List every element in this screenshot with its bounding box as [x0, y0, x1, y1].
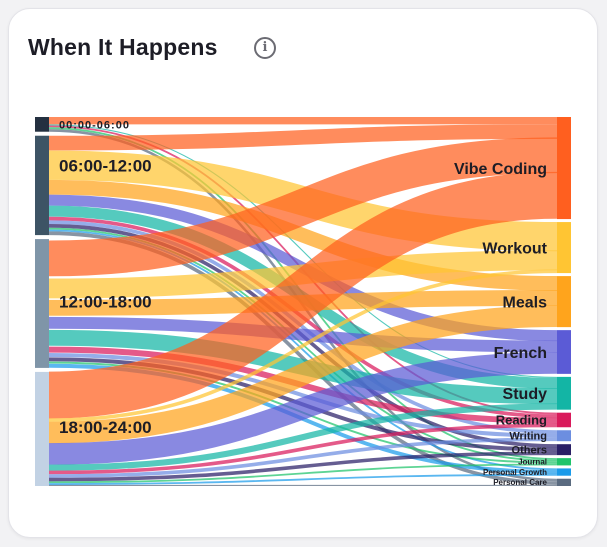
- link-18-00-24-00-to-vibe-coding: [48, 171, 558, 419]
- source-label-12-00-18-00: 12:00-18:00: [59, 293, 152, 312]
- link-18-00-24-00-to-personal-growth: [48, 473, 558, 485]
- link-18-00-24-00-to-writing: [48, 437, 558, 478]
- sankey-nodes: [35, 117, 571, 486]
- link-18-00-24-00-to-others: [48, 451, 558, 482]
- link-12-00-18-00-to-french: [48, 316, 558, 353]
- target-node-journal[interactable]: [557, 458, 571, 466]
- link-12-00-18-00-to-vibe-coding: [48, 137, 558, 277]
- target-node-vibe-coding[interactable]: [557, 117, 571, 220]
- link-18-00-24-00-to-study: [48, 403, 558, 471]
- target-node-personal-care[interactable]: [557, 478, 571, 486]
- target-node-personal-growth[interactable]: [557, 468, 571, 476]
- target-label-writing: Writing: [509, 431, 547, 443]
- source-node-18-00-24-00[interactable]: [35, 371, 49, 486]
- source-node-06-00-12-00[interactable]: [35, 135, 49, 236]
- link-18-00-24-00-to-meals: [48, 305, 558, 444]
- link-18-00-24-00-to-reading: [48, 423, 558, 475]
- link-18-00-24-00-to-journal: [48, 463, 558, 484]
- target-label-personal-care: Personal Care: [493, 478, 547, 487]
- sankey-labels: 00:00-06:00 06:00-12:00 12:00-18:00 18:00-2…: [59, 119, 548, 487]
- link-06-00-12-00-to-vibe-coding: [48, 124, 558, 151]
- target-label-journal: Journal: [518, 458, 547, 467]
- target-label-personal-growth: Personal Growth: [483, 468, 547, 477]
- sankey-links: [48, 116, 558, 487]
- target-node-others[interactable]: [557, 444, 571, 456]
- info-icon[interactable]: i: [254, 37, 276, 59]
- target-label-others: Others: [512, 445, 547, 457]
- target-node-french[interactable]: [557, 330, 571, 374]
- target-label-study: Study: [503, 386, 548, 403]
- target-label-reading: Reading: [496, 413, 547, 428]
- link-06-00-12-00-to-writing: [48, 220, 558, 434]
- source-label-18-00-24-00: 18:00-24:00: [59, 418, 152, 437]
- link-18-00-24-00-to-french: [48, 352, 558, 465]
- link-12-00-18-00-to-writing: [48, 353, 558, 438]
- target-label-vibe-coding: Vibe Coding: [454, 161, 547, 178]
- target-node-study[interactable]: [557, 376, 571, 410]
- target-label-meals: Meals: [503, 294, 548, 311]
- target-node-reading[interactable]: [557, 412, 571, 428]
- source-label-06-00-12-00: 06:00-12:00: [59, 156, 152, 175]
- source-node-12-00-18-00[interactable]: [35, 239, 49, 368]
- target-node-writing[interactable]: [557, 430, 571, 442]
- chart-title: When It Happens: [28, 34, 218, 60]
- target-node-meals[interactable]: [557, 276, 571, 328]
- target-label-french: French: [494, 345, 547, 362]
- link-18-00-24-00-to-workout: [48, 269, 558, 422]
- target-node-workout[interactable]: [557, 222, 571, 274]
- target-label-workout: Workout: [482, 240, 547, 257]
- source-node-00-00-06-00[interactable]: [35, 117, 49, 132]
- source-label-00-00-06-00: 00:00-06:00: [59, 119, 130, 131]
